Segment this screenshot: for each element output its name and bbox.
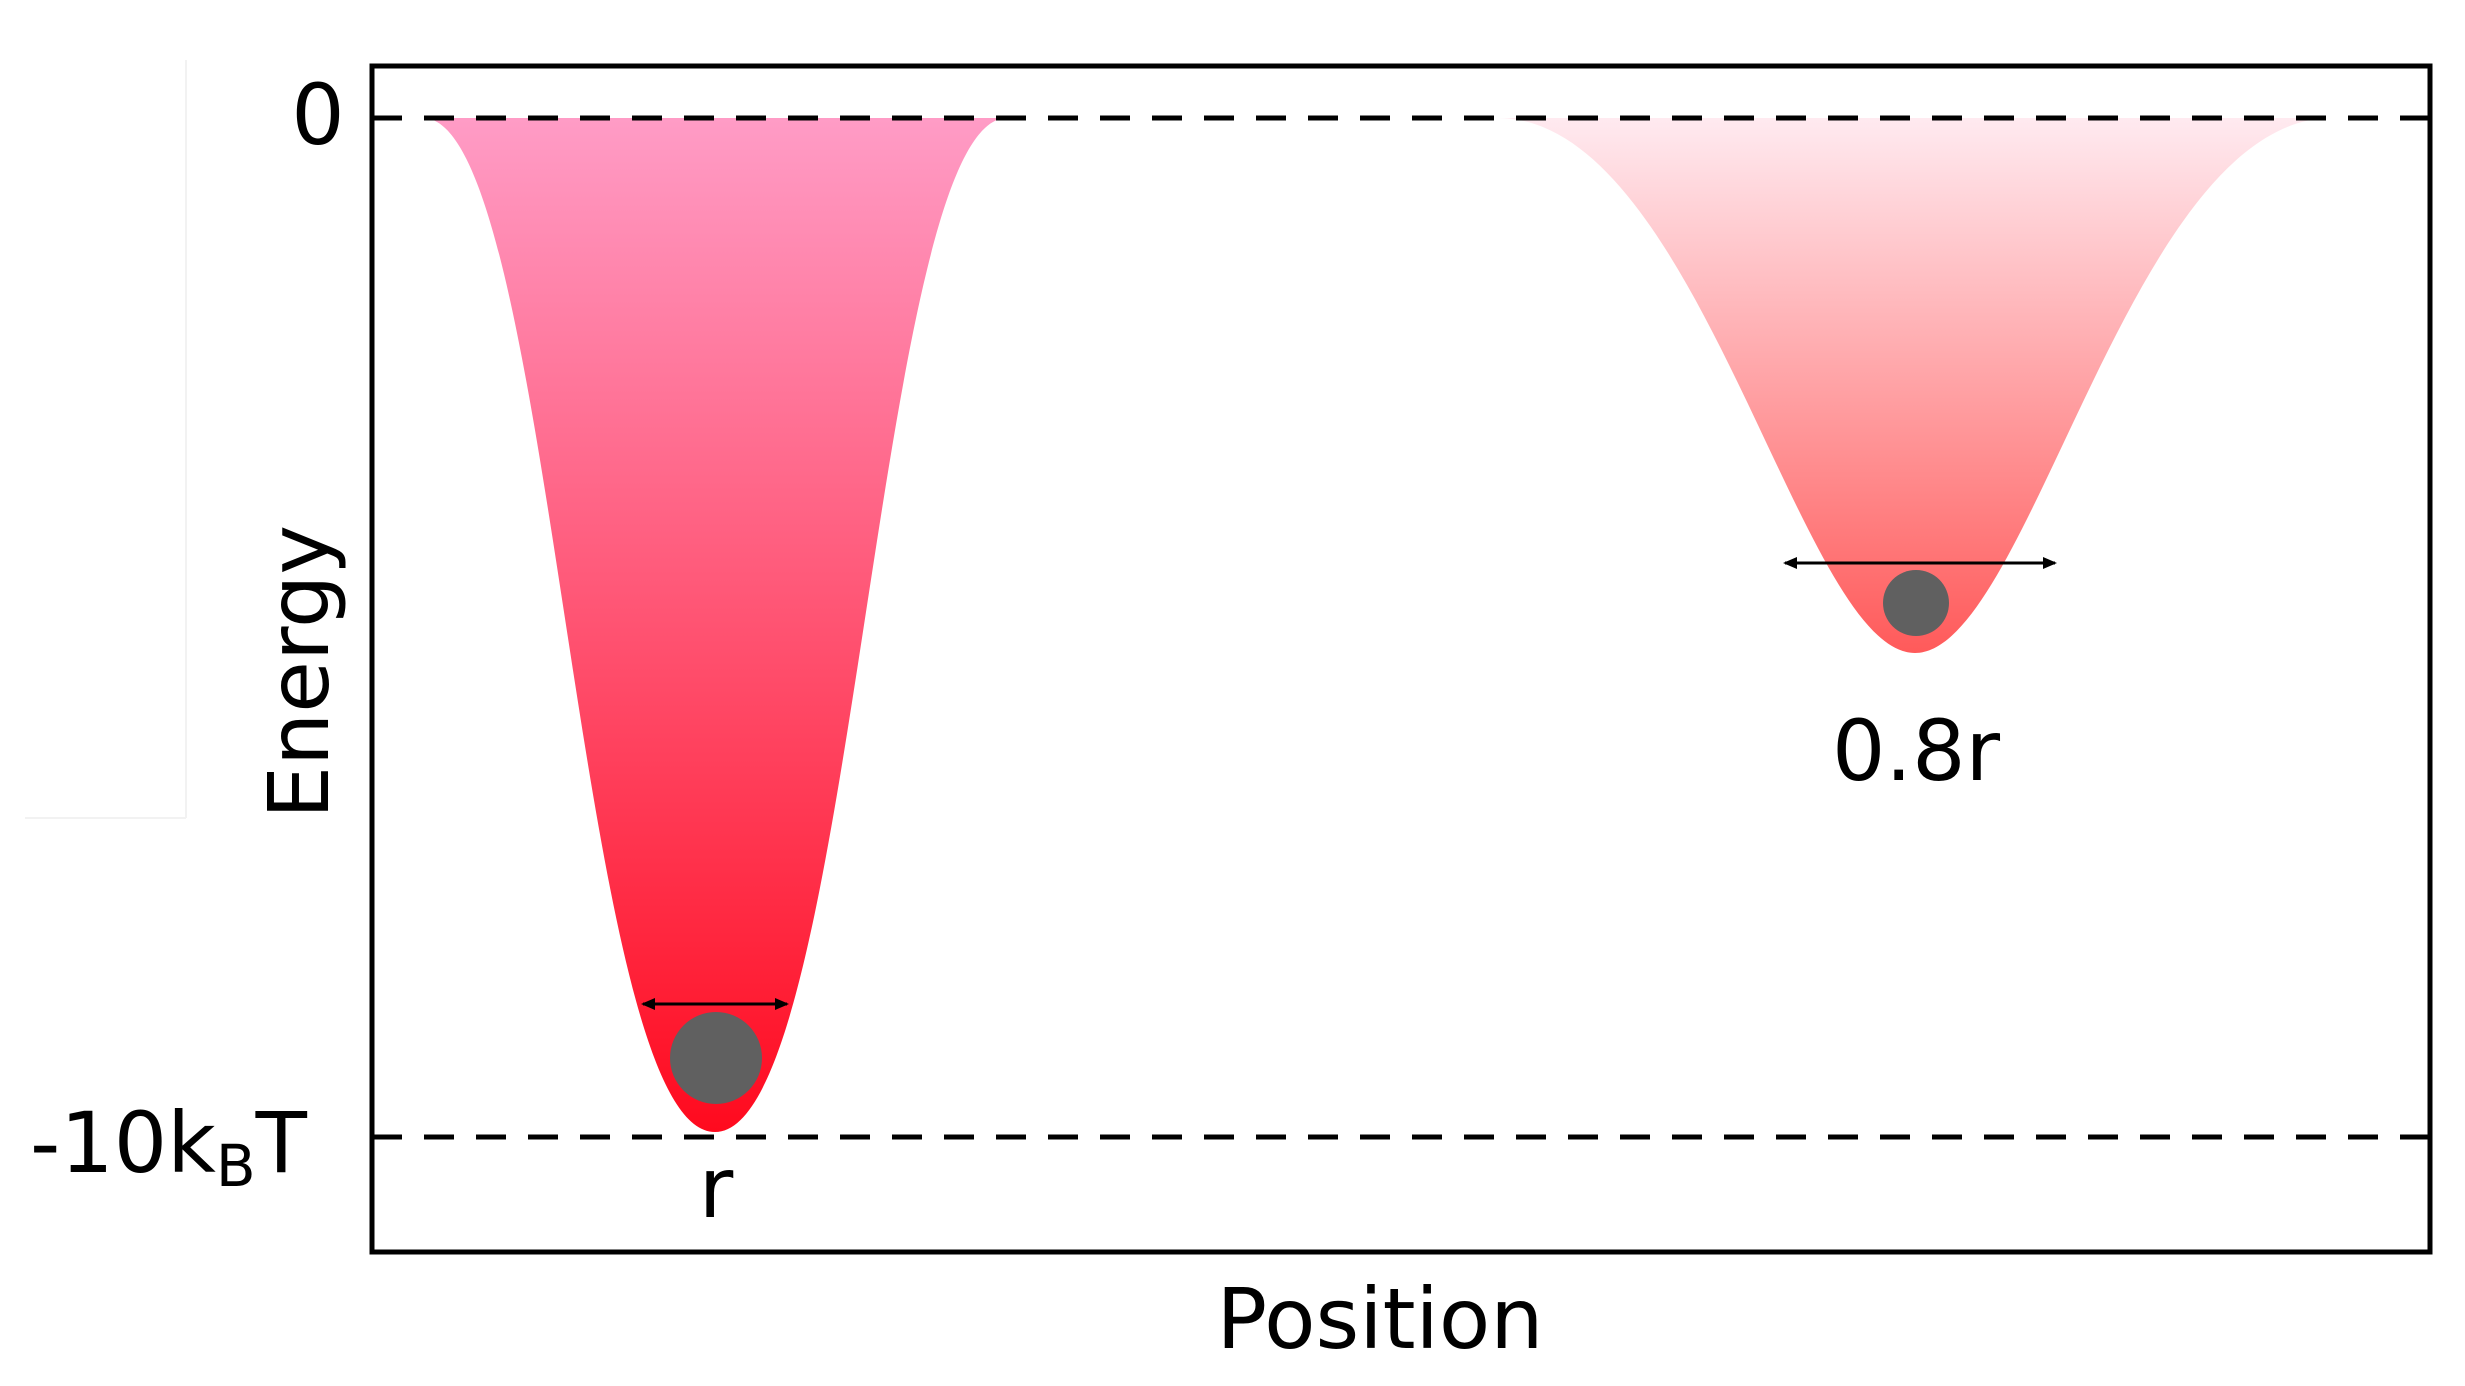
- x-axis-label: Position: [1216, 1270, 1543, 1368]
- shallow-well-particle: [1883, 570, 1949, 636]
- deep-energy-well: [423, 118, 1007, 1132]
- deep-well-width-label: r: [699, 1139, 734, 1237]
- shallow-energy-well: [1498, 118, 2332, 653]
- y-tick-min-energy: -10kBT: [30, 1094, 308, 1200]
- y-axis-label: Energy: [250, 525, 348, 819]
- shallow-well-width-label: 0.8r: [1832, 702, 2001, 800]
- deep-well-particle: [670, 1012, 762, 1104]
- y-tick-min-energy-main: -10k: [30, 1094, 216, 1192]
- y-tick-min-energy-subscript: B: [216, 1132, 256, 1200]
- plot-frame: [369, 63, 2433, 1255]
- y-tick-zero: 0: [291, 66, 344, 164]
- y-tick-min-energy-tail: T: [255, 1094, 308, 1192]
